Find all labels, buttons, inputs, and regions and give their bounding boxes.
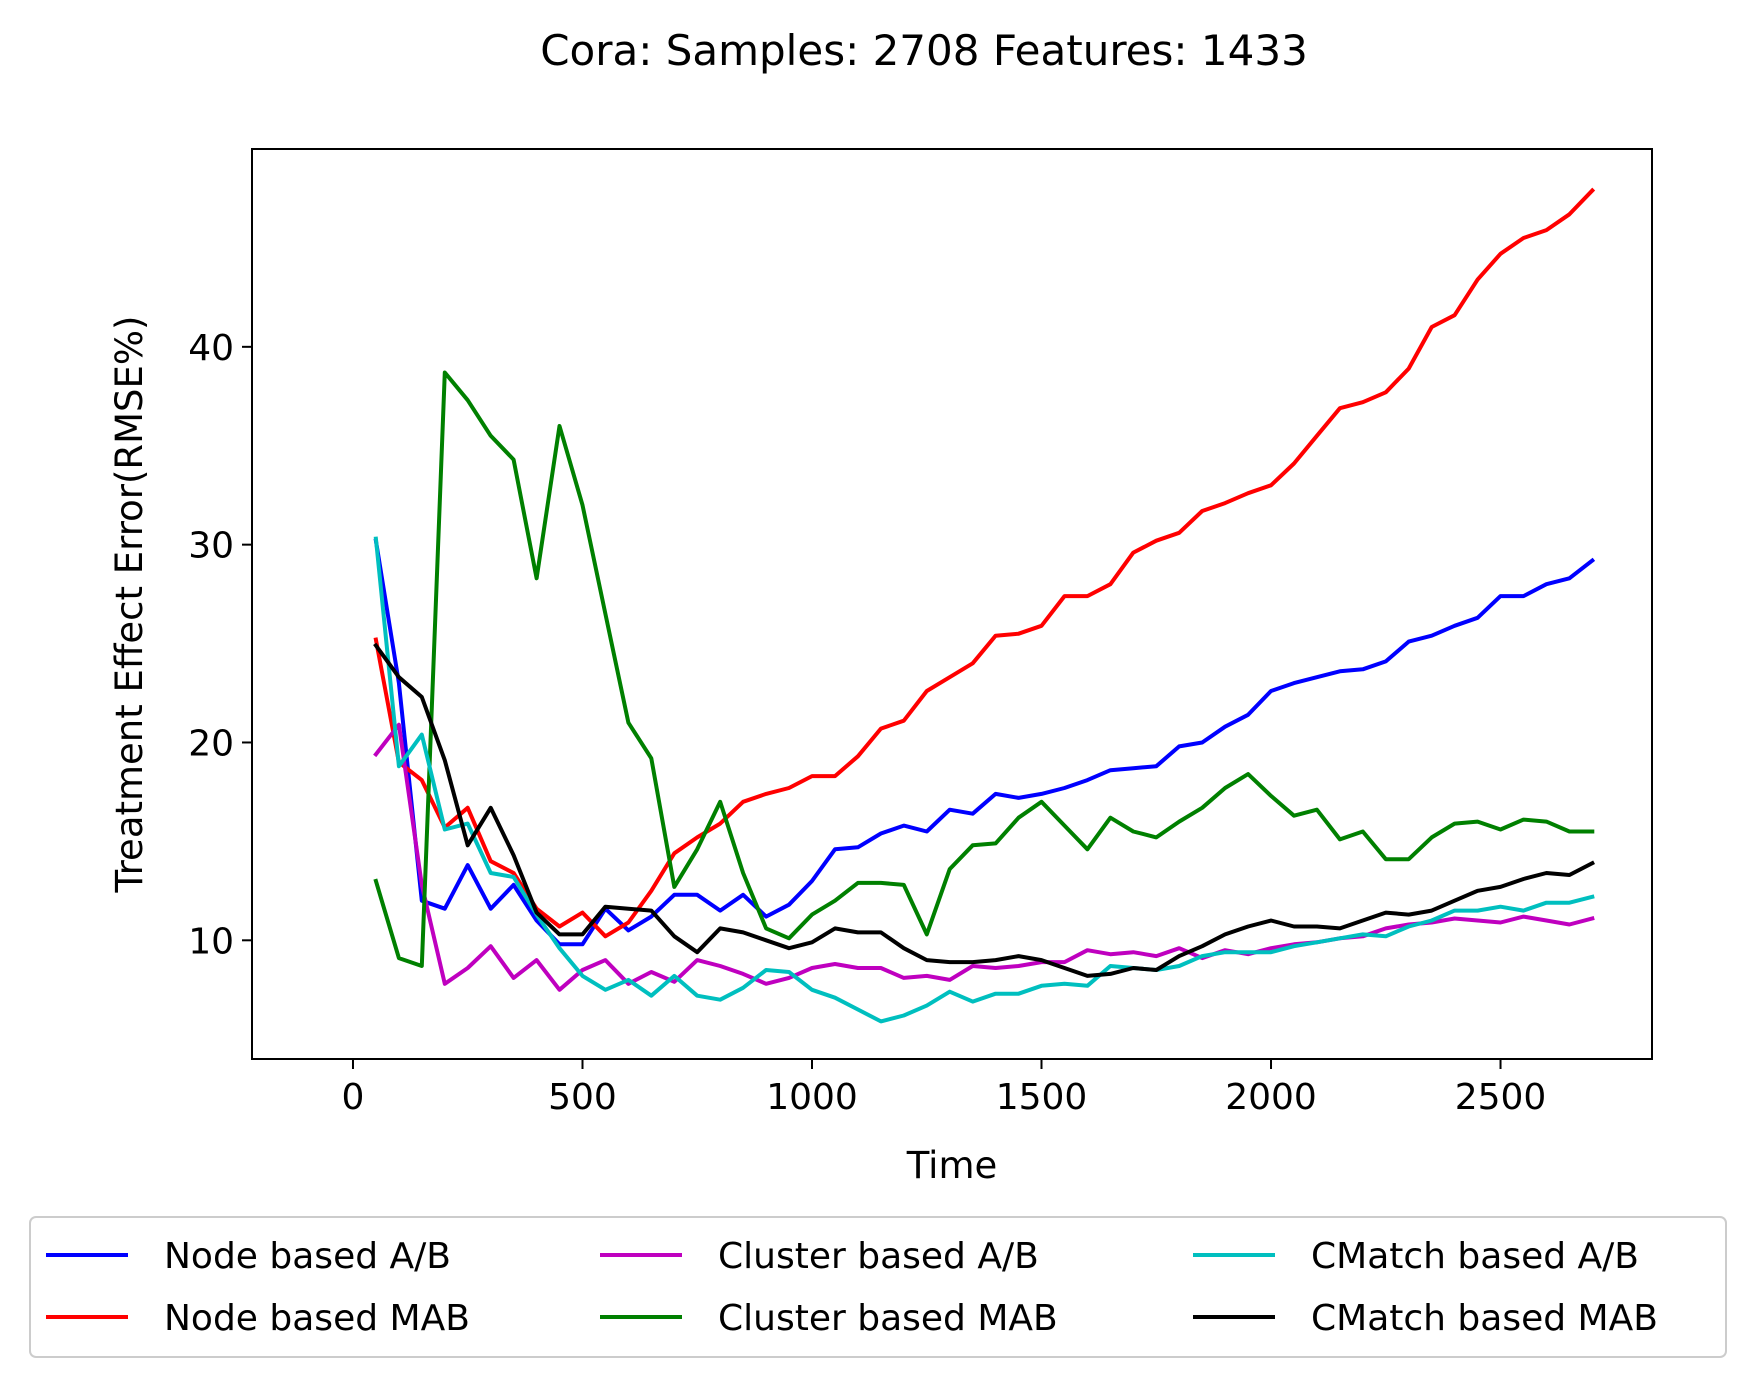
x-tick-label: 1500	[996, 1077, 1088, 1118]
legend-label: Node based A/B	[164, 1236, 451, 1277]
legend-frame	[29, 1216, 1727, 1358]
legend-entry: CMatch based MAB	[1193, 1298, 1658, 1339]
x-tick-label: 500	[548, 1077, 617, 1118]
y-tick-label: 10	[188, 921, 234, 962]
legend-label: Cluster based A/B	[718, 1236, 1039, 1277]
series-line-cmatch-based-mab	[373, 642, 1595, 978]
legend-entry: Cluster based A/B	[600, 1236, 1039, 1277]
legend-label: CMatch based A/B	[1311, 1236, 1639, 1277]
legend-entries: Node based A/B Node based MAB Cluster base…	[46, 1236, 1658, 1339]
legend-entry: Node based MAB	[46, 1298, 470, 1339]
x-tick-label: 0	[342, 1077, 365, 1118]
chart-title: Cora: Samples: 2708 Features: 1433	[540, 26, 1308, 75]
legend-label: Node based MAB	[164, 1298, 470, 1339]
x-tick-label: 2000	[1225, 1077, 1317, 1118]
legend-entry: Node based A/B	[46, 1236, 451, 1277]
series-group	[373, 187, 1596, 1024]
legend: Node based A/B Node based MAB Cluster base…	[29, 1216, 1727, 1358]
x-tick-label: 2500	[1455, 1077, 1547, 1118]
y-tick-label: 20	[188, 723, 234, 764]
x-tick-label: 1000	[766, 1077, 858, 1118]
y-axis-label: Treatment Effect Error(RMSE%)	[108, 316, 151, 894]
x-axis: 0 500 1000 1500 2000 2500	[342, 1059, 1547, 1118]
series-line-node-based-mab	[373, 187, 1596, 939]
y-axis: 10 20 30 40	[188, 328, 252, 962]
legend-label: CMatch based MAB	[1311, 1298, 1658, 1339]
series-line-cluster-based-mab	[373, 370, 1595, 968]
y-tick-label: 40	[188, 328, 234, 369]
series-line-node-based-a-b	[373, 538, 1596, 947]
legend-entry: Cluster based MAB	[600, 1298, 1058, 1339]
series-line-cmatch-based-a-b	[373, 536, 1595, 1024]
x-axis-label: Time	[906, 1144, 998, 1187]
y-tick-label: 30	[188, 526, 234, 567]
legend-entry: CMatch based A/B	[1193, 1236, 1639, 1277]
plot-frame	[251, 148, 1653, 1060]
legend-label: Cluster based MAB	[718, 1298, 1058, 1339]
